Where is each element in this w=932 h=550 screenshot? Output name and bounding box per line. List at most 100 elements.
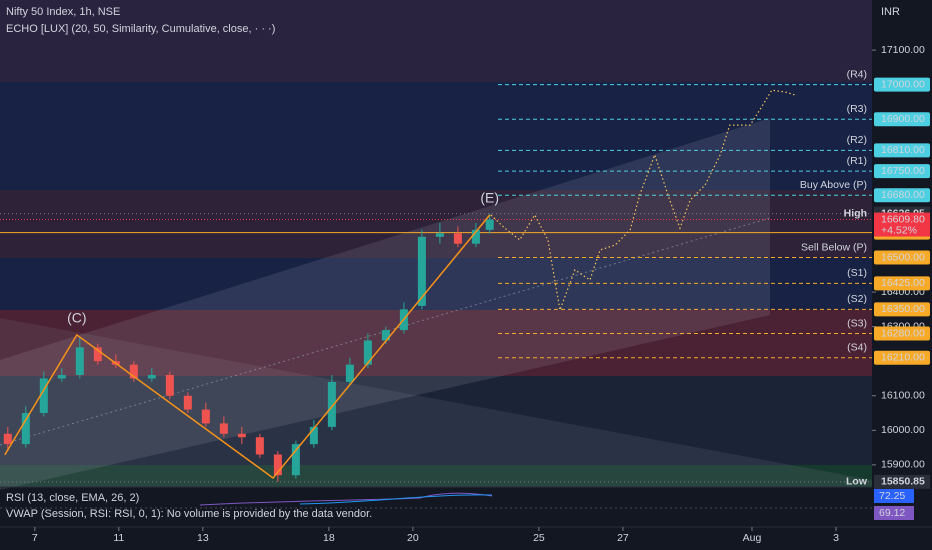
zone	[0, 465, 872, 487]
level-price-label: 16210.00	[881, 352, 925, 364]
candle-body	[291, 444, 300, 476]
level-price-box	[874, 112, 930, 127]
candle-body	[39, 378, 48, 414]
wave-label: (E)	[480, 190, 499, 206]
level-name: (R4)	[847, 68, 867, 80]
chart-title: Nifty 50 Index, 1h, NSE	[6, 6, 120, 18]
candle-body	[363, 340, 372, 365]
high_mark-name: High	[844, 207, 867, 219]
rsi-signal-line	[299, 494, 493, 505]
rsi-note: VWAP (Session, RSI: RSI, 0, 1): No volum…	[6, 508, 372, 520]
currency: INR	[881, 6, 900, 18]
candle-body	[165, 375, 174, 396]
candle-body	[3, 433, 12, 445]
level-name: Buy Above (P)	[800, 179, 867, 191]
level-price-box	[874, 276, 930, 291]
level-name: (S3)	[847, 317, 867, 329]
x-tick-label: 3	[833, 532, 839, 544]
rsi-title: RSI (13, close, EMA, 26, 2)	[6, 492, 139, 504]
level-price-label: 16425.00	[881, 277, 925, 289]
x-tick-label: 20	[407, 532, 419, 544]
level-price-label: 16810.00	[881, 144, 925, 156]
rsi-signal-label: 69.12	[879, 507, 905, 519]
x-tick-label: 11	[113, 532, 124, 544]
y-tick-label: 16100.00	[881, 390, 925, 402]
x-tick-label: 13	[197, 532, 209, 544]
zone	[0, 310, 872, 376]
zone	[0, 376, 872, 465]
candle-body	[183, 395, 192, 410]
chart-subtitle: ECHO [LUX] (20, 50, Similarity, Cumulati…	[6, 23, 275, 35]
candle-body	[485, 219, 494, 230]
level-price-label: 16680.00	[881, 189, 925, 201]
candle-body	[93, 347, 102, 362]
level-name: (S2)	[847, 293, 867, 305]
y-tick-label: 17100.00	[881, 44, 925, 56]
candle-body	[57, 375, 66, 379]
candle-body	[237, 433, 246, 438]
x-tick-label: Aug	[743, 532, 762, 544]
level-name: (R2)	[847, 134, 867, 146]
level-price-label: 16900.00	[881, 113, 925, 125]
channel	[0, 318, 872, 487]
y-tick-label: 16000.00	[881, 424, 925, 436]
candle-body	[219, 423, 228, 434]
level-name: (R3)	[847, 103, 867, 115]
candle-body	[273, 454, 282, 476]
low_mark-box	[874, 474, 930, 489]
rsi-label: 72.25	[879, 490, 905, 502]
x-tick-label: 27	[617, 532, 629, 544]
zone	[0, 0, 872, 82]
candle-body	[381, 330, 390, 341]
level-price-box	[874, 250, 930, 265]
last-price-change: +4.52%	[881, 224, 917, 236]
zone	[0, 190, 872, 258]
level-price-box	[874, 188, 930, 203]
y-tick-label: 15900.00	[881, 459, 925, 471]
wave-label: (C)	[67, 310, 86, 326]
candle-body	[147, 375, 156, 379]
rsi-signal-box	[874, 506, 914, 520]
level-name: Sell Below (P)	[801, 241, 867, 253]
last-price-label: 16609.80	[881, 213, 925, 225]
level-price-label: 16750.00	[881, 165, 925, 177]
level-price-box	[874, 302, 930, 317]
candle-body	[309, 426, 318, 445]
candle-body	[453, 233, 462, 244]
level-price-box	[874, 77, 930, 92]
level-price-label: 16350.00	[881, 303, 925, 315]
zone	[0, 258, 872, 310]
level-price-label: 17000.00	[881, 78, 925, 90]
level-price-box	[874, 326, 930, 341]
last-price-box	[874, 212, 930, 237]
level-price-box	[874, 143, 930, 158]
candle-body	[417, 236, 426, 306]
level-name: (S1)	[847, 267, 867, 279]
forecast-line	[490, 89, 796, 313]
x-tick-label: 18	[323, 532, 335, 544]
candle-body	[129, 364, 138, 379]
candle-body	[327, 381, 336, 427]
level-price-box	[874, 164, 930, 179]
level-price-label: 16280.00	[881, 327, 925, 339]
zigzag-line	[4, 214, 491, 480]
candle-body	[345, 364, 354, 382]
candle-body	[255, 437, 264, 455]
candle-body	[471, 229, 480, 244]
candle-body	[21, 413, 30, 445]
candle-body	[435, 233, 444, 237]
level-name: (R1)	[847, 155, 867, 167]
candle-body	[75, 347, 84, 376]
channel	[0, 118, 770, 490]
candle-body	[201, 409, 210, 424]
x-tick-label: 25	[533, 532, 545, 544]
level-name: (S4)	[847, 342, 867, 354]
low_mark-name: Low	[846, 476, 868, 488]
x-tick-label: 7	[32, 532, 38, 544]
level-price-label: 16500.00	[881, 251, 925, 263]
rsi-line	[199, 492, 493, 506]
level-price-box	[874, 350, 930, 365]
low_mark-label: 15850.85	[881, 476, 925, 488]
rsi-box	[874, 489, 914, 503]
